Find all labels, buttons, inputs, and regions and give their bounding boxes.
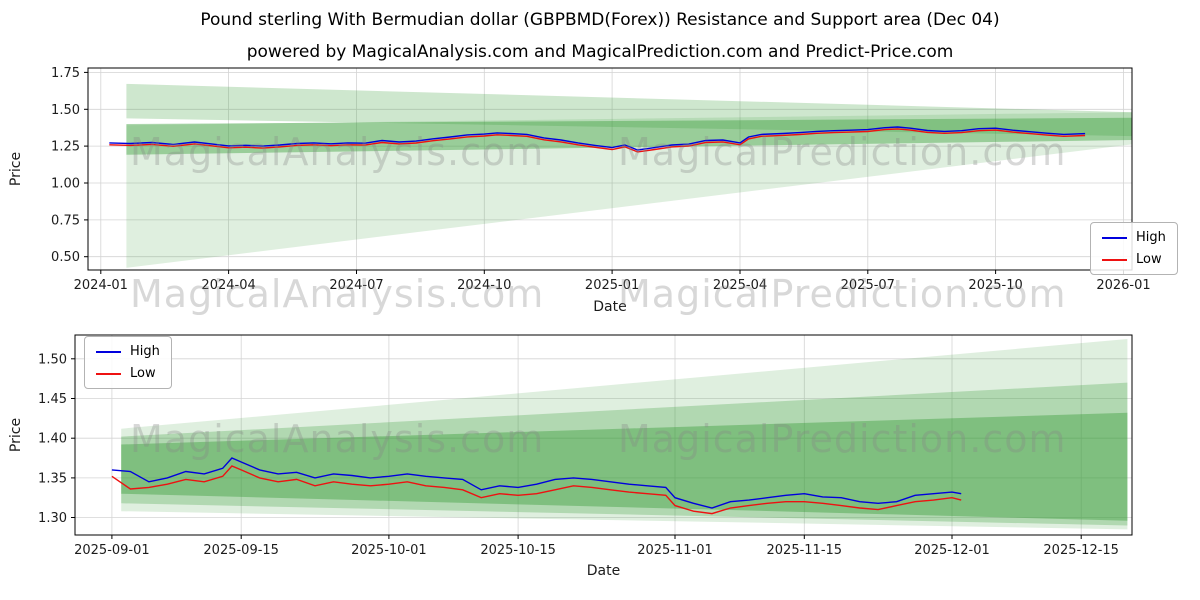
y-tick-label: 0.50: [51, 250, 80, 265]
legend-label-low: Low: [1136, 252, 1162, 267]
support-resistance-band: [121, 382, 1128, 526]
legend-item-high: High: [96, 344, 160, 359]
x-tick-label: 2025-09-01: [74, 543, 150, 558]
legend-label-low: Low: [130, 366, 156, 381]
x-tick-label: 2025-10-01: [351, 543, 427, 558]
x-tick-label: 2025-11-15: [767, 543, 843, 558]
y-axis-label: Price: [8, 152, 24, 186]
x-axis-label: Date: [593, 299, 626, 315]
legend-long-term: High Low: [1090, 222, 1178, 275]
y-axis-label: Price: [8, 418, 24, 452]
y-tick-label: 1.75: [51, 66, 80, 81]
x-tick-label: 2025-11-01: [637, 543, 713, 558]
low-line-swatch: [96, 372, 121, 375]
legend-item-low: Low: [1102, 252, 1166, 267]
support-resistance-band: [126, 83, 1132, 137]
y-tick-label: 1.25: [51, 140, 80, 155]
high-price-line: [109, 126, 1086, 151]
y-tick-label: 1.50: [51, 103, 80, 118]
high-line-swatch: [1102, 236, 1127, 239]
chart-title: Pound sterling With Bermudian dollar (GB…: [200, 10, 1000, 30]
y-tick-label: 1.00: [51, 177, 80, 192]
support-resistance-band: [121, 339, 1128, 530]
price-chart-long-term: 2024-01 2024-04 2024-07 2024-10 2025-01 2025-…: [8, 66, 1151, 315]
low-line-swatch: [1102, 258, 1127, 261]
y-tick-label: 0.75: [51, 213, 80, 228]
plot-border: [87, 67, 1133, 271]
low-price-line: [111, 465, 962, 515]
x-tick-label: 2026-01: [1096, 278, 1150, 293]
y-tick-label: 1.30: [38, 511, 67, 526]
low-price-line: [109, 128, 1086, 153]
plot-border: [74, 334, 1133, 536]
x-tick-label: 2025-12-01: [914, 543, 990, 558]
legend-label-high: High: [130, 344, 160, 359]
high-line-swatch: [96, 350, 121, 353]
legend-item-high: High: [1102, 230, 1166, 245]
legend-item-low: Low: [96, 366, 160, 381]
x-tick-label: 2025-04: [713, 278, 767, 293]
support-resistance-band: [121, 412, 1128, 521]
x-tick-label: 2024-10: [457, 278, 511, 293]
x-tick-label: 2025-10: [968, 278, 1022, 293]
x-tick-label: 2024-07: [329, 278, 383, 293]
x-tick-label: 2025-10-15: [480, 543, 556, 558]
x-tick-label: 2025-07: [841, 278, 895, 293]
x-tick-label: 2024-04: [201, 278, 255, 293]
y-tick-label: 1.45: [38, 392, 67, 407]
support-resistance-band: [126, 117, 1132, 155]
chart-subtitle: powered by MagicalAnalysis.com and Magic…: [246, 42, 954, 62]
y-tick-label: 1.40: [38, 432, 67, 447]
legend-recent: High Low: [84, 336, 172, 389]
x-tick-label: 2025-01: [585, 278, 639, 293]
x-tick-label: 2025-09-15: [203, 543, 279, 558]
x-tick-label: 2024-01: [74, 278, 128, 293]
y-tick-label: 1.50: [38, 352, 67, 367]
legend-label-high: High: [1136, 230, 1166, 245]
support-resistance-band: [126, 112, 1132, 268]
price-chart-recent: 2025-09-01 2025-09-15 2025-10-01 2025-10-15…: [8, 334, 1133, 579]
x-tick-label: 2025-12-15: [1043, 543, 1119, 558]
x-axis-label: Date: [587, 563, 620, 579]
high-price-line: [111, 457, 962, 509]
y-tick-label: 1.35: [38, 471, 67, 486]
